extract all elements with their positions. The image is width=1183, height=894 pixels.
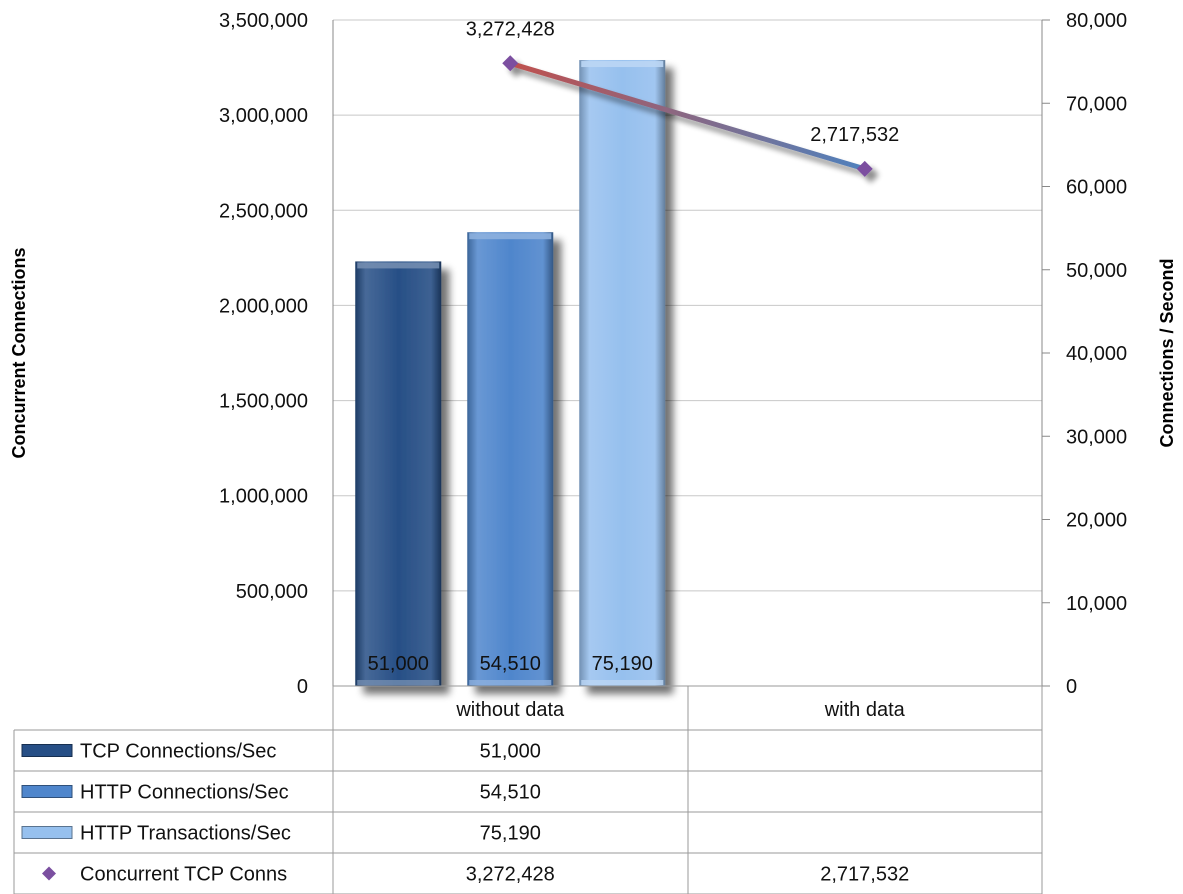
bar-data-label: 54,510 [480,653,541,675]
y-right-tick-label: 10,000 [1066,593,1127,615]
y-right-tick-label: 0 [1066,676,1077,698]
x-axis-category-label: without data [455,699,565,721]
line-series [502,55,873,177]
bar [355,261,442,686]
data-labels: 51,000 54,510 75,190 3,272,428 2,717,532 [368,18,900,675]
y-axis-right-title: Connections / Second [1157,258,1177,447]
bar-bottom-bevel [357,680,440,685]
bar-top-bevel [581,61,664,68]
legend-key [21,744,73,757]
line-marker [856,160,873,177]
x-axis-category-label: with data [824,699,906,721]
legend-label: TCP Connections/Sec [80,741,276,763]
bar [579,60,666,686]
table-cell: 54,510 [480,782,541,804]
table-cell: 3,272,428 [466,864,555,886]
legend-key-marker [42,866,56,881]
y-left-tick-label: 3,500,000 [219,10,308,32]
legend-label: HTTP Connections/Sec [80,782,289,804]
bar-data-label: 51,000 [368,653,429,675]
line-group [502,55,873,177]
y-axis-left-title: Concurrent Connections [9,247,29,458]
bar-top-bevel [469,233,552,240]
line-data-label: 3,272,428 [466,18,555,40]
y-right-tick-label: 20,000 [1066,510,1127,532]
line-data-label: 2,717,532 [810,124,899,146]
table-cell: 75,190 [480,823,541,845]
bar-group [355,261,442,686]
bar-bottom-bevel [469,680,552,685]
y-right-tick-label: 70,000 [1066,93,1127,115]
y-left-tick-label: 0 [297,676,308,698]
y-right-tick-label: 40,000 [1066,343,1127,365]
bar-data-label: 75,190 [592,653,653,675]
table-cell: 51,000 [480,741,541,763]
legend-key [21,785,73,798]
bar-group [467,232,554,686]
line-marker [502,55,519,72]
y-right-tick-label: 30,000 [1066,426,1127,448]
y-left-tick-label: 2,000,000 [219,295,308,317]
table-cell: 2,717,532 [820,864,909,886]
legend-label: HTTP Transactions/Sec [80,823,291,845]
y-left-tick-label: 1,500,000 [219,391,308,413]
y-left-tick-label: 1,000,000 [219,486,308,508]
legend-label: Concurrent TCP Conns [80,864,287,886]
concurrent-tcp-line [507,60,868,172]
bar-group [579,60,666,686]
bar-top-bevel [357,262,440,269]
data-table: without data with data TCP Connections/Sec… [13,685,1043,894]
y-left-tick-label: 2,500,000 [219,200,308,222]
y-left-tick-label: 500,000 [236,581,308,603]
y-right-tick-label: 50,000 [1066,260,1127,282]
bars [355,60,666,686]
y-left-tick-label: 3,000,000 [219,105,308,127]
bar [467,232,554,686]
axes: 0 500,000 1,000,000 1,500,000 2,000,000 2,500… [219,10,1127,698]
legend-key [21,826,73,839]
y-right-tick-label: 60,000 [1066,177,1127,199]
bar-bottom-bevel [581,680,664,685]
y-right-tick-label: 80,000 [1066,10,1127,32]
